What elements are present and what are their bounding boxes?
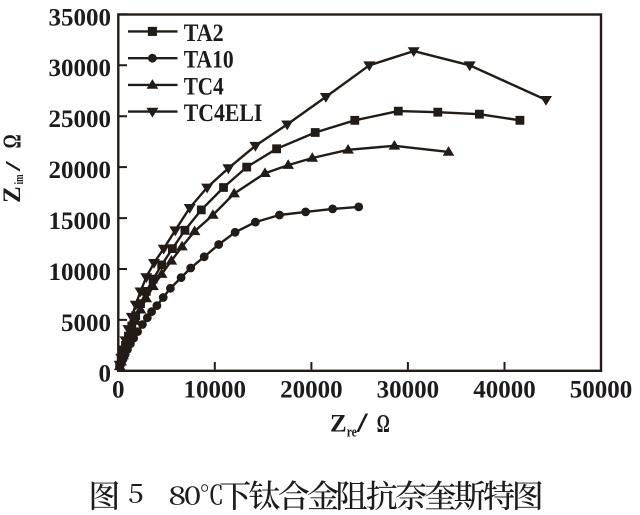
svg-text:Zim/Ω: Zim/Ω <box>0 134 26 203</box>
svg-text:Zre/Ω: Zre/Ω <box>330 407 390 440</box>
svg-text:15000: 15000 <box>49 208 112 235</box>
svg-text:20000: 20000 <box>49 157 112 184</box>
svg-text:TA10: TA10 <box>184 47 234 74</box>
svg-text:35000: 35000 <box>49 4 112 31</box>
svg-text:30000: 30000 <box>49 55 112 82</box>
svg-text:50000: 50000 <box>570 376 633 403</box>
svg-text:20000: 20000 <box>280 376 343 403</box>
svg-text:TC4ELI: TC4ELI <box>184 100 263 127</box>
svg-text:5000: 5000 <box>61 310 111 337</box>
svg-text:10000: 10000 <box>49 259 112 286</box>
svg-text:30000: 30000 <box>377 376 440 403</box>
svg-text:40000: 40000 <box>473 376 536 403</box>
svg-text:0: 0 <box>112 376 125 403</box>
svg-text:10000: 10000 <box>184 376 247 403</box>
svg-text:25000: 25000 <box>49 106 112 133</box>
svg-text:0: 0 <box>99 361 112 388</box>
svg-text:TC4: TC4 <box>184 73 224 100</box>
svg-text:TA2: TA2 <box>184 20 224 47</box>
